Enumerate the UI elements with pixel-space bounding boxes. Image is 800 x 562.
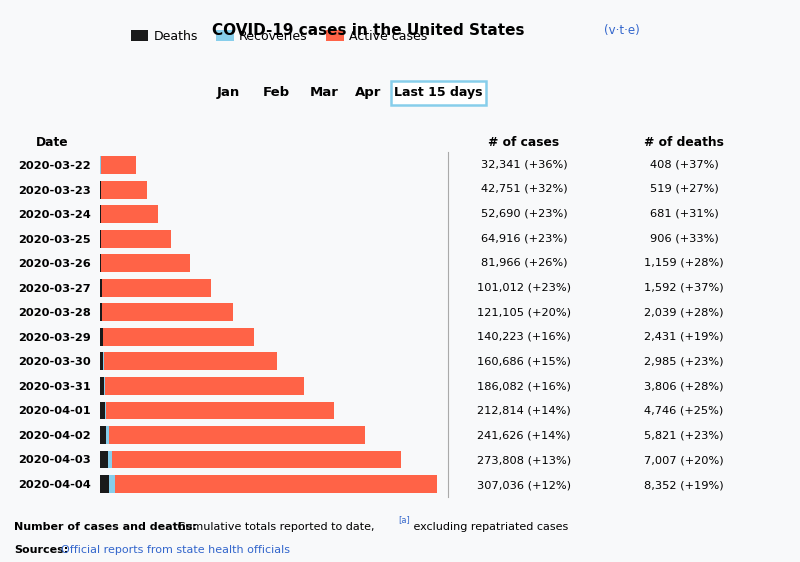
- Text: 307,036 (+12%): 307,036 (+12%): [477, 480, 571, 490]
- Text: (v·t·e): (v·t·e): [604, 24, 640, 38]
- Text: 160,686 (+15%): 160,686 (+15%): [477, 356, 571, 366]
- Bar: [109, 426, 366, 443]
- Text: 52,690 (+23%): 52,690 (+23%): [481, 209, 567, 219]
- Text: 7,007 (+20%): 7,007 (+20%): [644, 455, 724, 465]
- Bar: [100, 401, 106, 419]
- Bar: [100, 451, 108, 468]
- Text: 2,431 (+19%): 2,431 (+19%): [644, 332, 724, 342]
- Bar: [100, 230, 101, 248]
- Bar: [101, 156, 135, 174]
- Text: 8,352 (+19%): 8,352 (+19%): [644, 480, 724, 490]
- Bar: [100, 328, 102, 346]
- Text: 186,082 (+16%): 186,082 (+16%): [477, 381, 571, 391]
- Bar: [100, 426, 106, 443]
- Text: # of deaths: # of deaths: [644, 136, 724, 149]
- Text: 5,821 (+23%): 5,821 (+23%): [644, 430, 724, 441]
- Text: [a]: [a]: [398, 515, 410, 524]
- Text: 212,814 (+14%): 212,814 (+14%): [477, 406, 571, 416]
- Text: 241,626 (+14%): 241,626 (+14%): [478, 430, 570, 441]
- Bar: [100, 303, 102, 321]
- Text: Jan: Jan: [216, 86, 240, 99]
- Text: 4,746 (+25%): 4,746 (+25%): [644, 406, 724, 416]
- Bar: [101, 230, 171, 248]
- Text: 519 (+27%): 519 (+27%): [650, 184, 718, 194]
- Text: 64,916 (+23%): 64,916 (+23%): [481, 233, 567, 243]
- Bar: [105, 377, 304, 395]
- Legend: Deaths, Recoveries, Active cases: Deaths, Recoveries, Active cases: [126, 25, 432, 48]
- Bar: [106, 426, 109, 443]
- Text: 3,806 (+28%): 3,806 (+28%): [644, 381, 724, 391]
- Bar: [101, 206, 158, 223]
- Text: 42,751 (+32%): 42,751 (+32%): [481, 184, 567, 194]
- Text: Feb: Feb: [262, 86, 290, 99]
- Text: 1,592 (+37%): 1,592 (+37%): [644, 283, 724, 293]
- Bar: [100, 279, 102, 297]
- Text: 121,105 (+20%): 121,105 (+20%): [477, 307, 571, 317]
- Bar: [111, 451, 401, 468]
- Text: Mar: Mar: [310, 86, 338, 99]
- Bar: [108, 451, 111, 468]
- Text: 408 (+37%): 408 (+37%): [650, 159, 718, 169]
- Text: 906 (+33%): 906 (+33%): [650, 233, 718, 243]
- Bar: [109, 475, 115, 493]
- Text: Cumulative totals reported to date,: Cumulative totals reported to date,: [174, 522, 375, 532]
- Text: 2,039 (+28%): 2,039 (+28%): [644, 307, 724, 317]
- Text: 273,808 (+13%): 273,808 (+13%): [477, 455, 571, 465]
- Bar: [102, 255, 190, 272]
- Bar: [102, 303, 233, 321]
- Text: 2,985 (+23%): 2,985 (+23%): [644, 356, 724, 366]
- Bar: [100, 377, 104, 395]
- Bar: [100, 475, 109, 493]
- Text: Apr: Apr: [355, 86, 381, 99]
- Bar: [104, 352, 277, 370]
- Text: 32,341 (+36%): 32,341 (+36%): [481, 159, 567, 169]
- Text: Number of cases and deaths:: Number of cases and deaths:: [14, 522, 198, 532]
- Text: Official reports from state health officials: Official reports from state health offic…: [61, 545, 290, 555]
- Text: 681 (+31%): 681 (+31%): [650, 209, 718, 219]
- Text: Sources:: Sources:: [14, 545, 69, 555]
- Text: 101,012 (+23%): 101,012 (+23%): [477, 283, 571, 293]
- Bar: [103, 328, 254, 346]
- Text: # of cases: # of cases: [489, 136, 559, 149]
- Text: excluding repatriated cases: excluding repatriated cases: [410, 522, 568, 532]
- Bar: [100, 255, 102, 272]
- Text: COVID-19 cases in the United States: COVID-19 cases in the United States: [212, 24, 524, 38]
- Text: 81,966 (+26%): 81,966 (+26%): [481, 258, 567, 268]
- Text: 140,223 (+16%): 140,223 (+16%): [477, 332, 571, 342]
- Bar: [102, 279, 211, 297]
- Bar: [115, 475, 438, 493]
- Bar: [106, 401, 334, 419]
- Text: Last 15 days: Last 15 days: [394, 86, 482, 99]
- Text: 1,159 (+28%): 1,159 (+28%): [644, 258, 724, 268]
- Text: Date: Date: [36, 136, 68, 149]
- Bar: [101, 181, 147, 198]
- Bar: [100, 352, 103, 370]
